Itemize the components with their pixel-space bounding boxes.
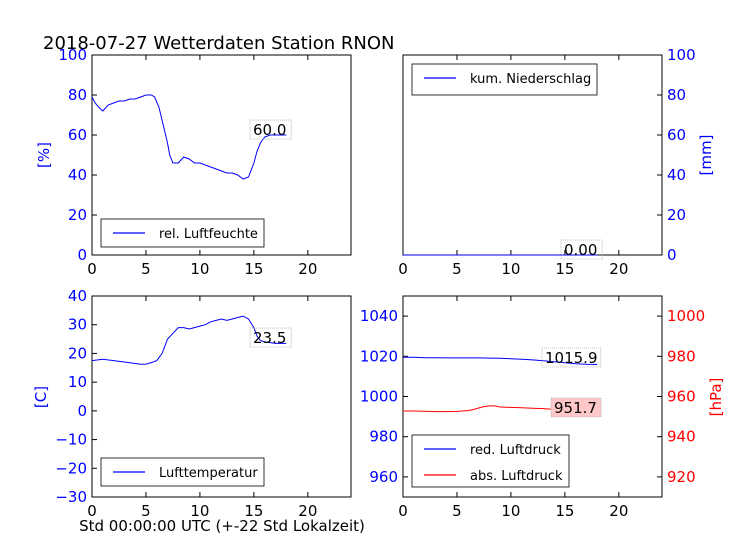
y-tick-label: 1000 [360, 388, 398, 406]
figure-title: 2018-07-27 Wetterdaten Station RNON [43, 33, 394, 54]
x-tick-label: 15 [555, 502, 574, 520]
x-tick-label: 0 [87, 260, 97, 278]
x-tick-label: 20 [298, 260, 317, 278]
y-tick-label: 20 [667, 206, 686, 224]
y-axis-label: [C] [32, 386, 50, 408]
y-tick-label: 920 [667, 468, 696, 486]
y-tick-label: 980 [369, 428, 398, 446]
y-tick-label: 0 [77, 402, 87, 420]
y-tick-label: 940 [667, 428, 696, 446]
plot-frame [91, 54, 352, 256]
y-tick-label: 30 [68, 316, 87, 334]
y-tick-label: 960 [369, 468, 398, 486]
panel-pressure: 0 5 10 15 20 960 980 1000 1020 1040 920 940 960 980 10… [360, 295, 725, 520]
x-tick-label: 15 [244, 502, 263, 520]
y-tick-label: 10 [68, 373, 87, 391]
x-tick-label: 20 [609, 502, 628, 520]
y-tick-label: 80 [68, 86, 87, 104]
last-value-label-blue: 1015.9 [545, 349, 598, 367]
x-tick-label: 10 [190, 260, 209, 278]
x-tick-label: 15 [555, 260, 574, 278]
y-tick-label: 960 [667, 388, 696, 406]
x-tick-label: 10 [501, 260, 520, 278]
x-tick-label: 0 [87, 502, 97, 520]
legend-label: red. Luftdruck [470, 443, 561, 458]
legend-label: kum. Niederschlag [470, 72, 591, 87]
annotation-box [560, 239, 603, 260]
y-tick-label: −10 [55, 431, 87, 449]
x-tick-label: 5 [141, 260, 151, 278]
legend-box [411, 434, 570, 488]
y-tick-label: 20 [68, 206, 87, 224]
y-tick-label: 980 [667, 347, 696, 365]
y-tick-label: 40 [667, 166, 686, 184]
annotation-box [541, 347, 602, 368]
y-axis-label: [%] [35, 142, 53, 168]
panel-temperature: 0 5 10 15 20 −30 −20 −10 0 10 20 30 40 [C] Lufttempera… [32, 287, 352, 520]
x-axis-label: Std 00:00:00 UTC (+-22 Std Lokalzeit) [79, 517, 365, 535]
y-tick-label: 60 [667, 126, 686, 144]
plot-frame [91, 295, 352, 498]
y-tick-label: 20 [68, 344, 87, 362]
y-tick-label: 60 [68, 126, 87, 144]
series-line-humidity [91, 94, 287, 180]
y-tick-label: 100 [58, 46, 87, 64]
panel-precipitation: 0 5 10 15 20 0 20 40 60 80 100 [mm] kum. Niederschla… [398, 46, 715, 278]
x-tick-label: 15 [244, 260, 263, 278]
x-tick-label: 10 [501, 502, 520, 520]
legend-label: rel. Luftfeuchte [159, 227, 258, 242]
x-tick-label: 20 [609, 260, 628, 278]
annotation-box [550, 397, 602, 418]
y-tick-label: 100 [667, 46, 696, 64]
y-axis-label: [mm] [697, 135, 715, 176]
y-axis-label-right: [hPa] [707, 378, 725, 417]
series-line-temperature [91, 315, 287, 365]
series-line-red-pressure [403, 356, 598, 365]
last-value-label: 0.00 [564, 241, 597, 259]
last-value-label: 60.0 [253, 121, 286, 139]
last-value-label: 23.5 [253, 329, 286, 347]
x-tick-label: 5 [141, 502, 151, 520]
x-tick-label: 5 [452, 260, 462, 278]
legend-box [411, 63, 598, 96]
y-tick-label: 80 [667, 86, 686, 104]
annotation-box [249, 119, 292, 140]
y-tick-label: 40 [68, 166, 87, 184]
x-tick-label: 0 [398, 260, 408, 278]
panel-humidity: 0 5 10 15 20 0 20 40 60 80 100 [%] rel. Luftfeuchte 6… [35, 46, 352, 278]
legend-label: Lufttemperatur [159, 466, 258, 481]
x-tick-label: 20 [298, 502, 317, 520]
y-tick-label: 1000 [667, 307, 705, 325]
legend-label: abs. Luftdruck [470, 469, 563, 484]
x-tick-label: 10 [190, 502, 209, 520]
y-tick-label: 0 [77, 246, 87, 264]
y-tick-label: 0 [667, 246, 677, 264]
y-tick-label: −30 [55, 488, 87, 506]
annotation-box [249, 327, 292, 348]
y-tick-label: 1040 [360, 307, 398, 325]
x-tick-label: 0 [398, 502, 408, 520]
last-value-label-red: 951.7 [554, 399, 597, 417]
y-tick-label: −20 [55, 459, 87, 477]
y-tick-label: 1020 [360, 347, 398, 365]
x-tick-label: 5 [452, 502, 462, 520]
y-tick-label: 40 [68, 287, 87, 305]
